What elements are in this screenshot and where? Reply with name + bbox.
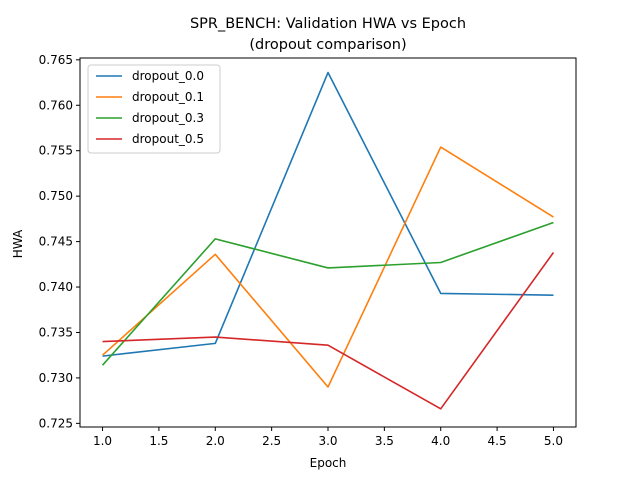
legend-box bbox=[87, 64, 221, 154]
legend-entry: dropout_0.5 bbox=[132, 132, 204, 146]
y-tick-label: 0.765 bbox=[39, 53, 73, 67]
series-line-dropout_0.3 bbox=[101, 221, 554, 366]
x-axis-label: Epoch bbox=[310, 456, 347, 470]
x-tick-label: 5.0 bbox=[544, 434, 563, 448]
chart-title: SPR_BENCH: Validation HWA vs Epoch bbox=[190, 16, 466, 32]
y-axis-ticks: 0.725 0.730 0.735 0.740 0.745 0.750 0.755 0.760… bbox=[39, 53, 80, 430]
y-tick-label: 0.755 bbox=[39, 144, 73, 158]
series-line-dropout_0.5 bbox=[102, 252, 555, 410]
x-axis-ticks: 1.0 1.5 2.0 2.5 3.0 3.5 4.0 4.5 5.0 bbox=[93, 427, 563, 448]
legend-entry: dropout_0.0 bbox=[132, 69, 204, 83]
y-tick-label: 0.760 bbox=[39, 98, 73, 112]
y-tick-label: 0.730 bbox=[39, 371, 73, 385]
legend-entry: dropout_0.3 bbox=[132, 111, 204, 125]
x-tick-label: 1.5 bbox=[149, 434, 168, 448]
y-tick-label: 0.745 bbox=[39, 235, 73, 249]
x-tick-label: 4.0 bbox=[431, 434, 450, 448]
chart-subtitle: (dropout comparison) bbox=[249, 37, 406, 53]
legend-entry: dropout_0.1 bbox=[132, 90, 204, 104]
x-tick-label: 3.0 bbox=[318, 434, 337, 448]
x-tick-label: 1.0 bbox=[93, 434, 112, 448]
series-lines bbox=[101, 71, 555, 410]
series-line-dropout_0.1 bbox=[102, 146, 554, 388]
x-tick-label: 2.0 bbox=[206, 434, 225, 448]
y-tick-label: 0.735 bbox=[39, 325, 73, 339]
x-tick-label: 3.5 bbox=[375, 434, 394, 448]
y-tick-label: 0.725 bbox=[39, 416, 73, 430]
y-axis-label: HWA bbox=[11, 229, 25, 258]
plot-frame bbox=[79, 57, 577, 428]
y-tick-label: 0.740 bbox=[39, 280, 73, 294]
y-tick-label: 0.750 bbox=[39, 189, 73, 203]
series-line-dropout_0.0 bbox=[102, 71, 554, 357]
x-tick-label: 2.5 bbox=[262, 434, 281, 448]
legend: dropout_0.0 dropout_0.1 dropout_0.3dropout… bbox=[87, 64, 221, 154]
x-tick-label: 4.5 bbox=[488, 434, 507, 448]
